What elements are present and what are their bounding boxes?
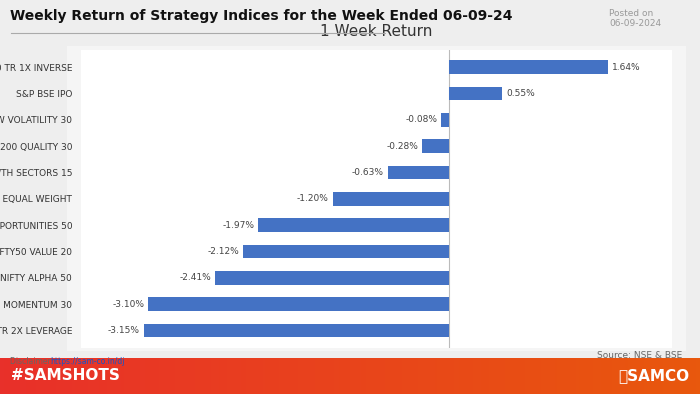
Bar bbox=[332, 192, 449, 206]
Text: 五SAMCO: 五SAMCO bbox=[618, 368, 690, 383]
Text: 06-09-2024: 06-09-2024 bbox=[609, 19, 661, 28]
Text: #SAMSHOTS: #SAMSHOTS bbox=[10, 368, 120, 383]
Text: Weekly Return of Strategy Indices for the Week Ended 06-09-24: Weekly Return of Strategy Indices for th… bbox=[10, 9, 513, 23]
Text: -2.12%: -2.12% bbox=[208, 247, 239, 256]
Text: Disclaimer:: Disclaimer: bbox=[10, 357, 56, 366]
Title: 1 Week Return: 1 Week Return bbox=[320, 24, 433, 39]
Bar bbox=[216, 271, 449, 284]
Text: https://sam-co.in/dj: https://sam-co.in/dj bbox=[50, 357, 125, 366]
Text: -0.28%: -0.28% bbox=[386, 141, 418, 151]
Text: -0.08%: -0.08% bbox=[405, 115, 438, 124]
Bar bbox=[422, 139, 449, 153]
Text: -3.15%: -3.15% bbox=[108, 326, 139, 335]
Text: 1.64%: 1.64% bbox=[612, 63, 640, 72]
Text: -2.41%: -2.41% bbox=[180, 273, 211, 282]
Bar bbox=[144, 323, 449, 337]
Text: -1.97%: -1.97% bbox=[222, 221, 254, 230]
Text: Source: NSE & BSE: Source: NSE & BSE bbox=[597, 351, 682, 361]
Bar bbox=[148, 297, 449, 311]
Bar bbox=[388, 165, 449, 179]
Bar bbox=[258, 218, 449, 232]
Text: 0.55%: 0.55% bbox=[506, 89, 535, 98]
Text: -0.63%: -0.63% bbox=[352, 168, 384, 177]
Bar bbox=[449, 60, 608, 74]
Text: -3.10%: -3.10% bbox=[113, 299, 144, 309]
Text: Posted on: Posted on bbox=[609, 9, 653, 18]
Bar bbox=[441, 113, 449, 126]
Text: -1.20%: -1.20% bbox=[297, 194, 329, 203]
Bar bbox=[244, 245, 449, 258]
Bar bbox=[449, 87, 503, 100]
